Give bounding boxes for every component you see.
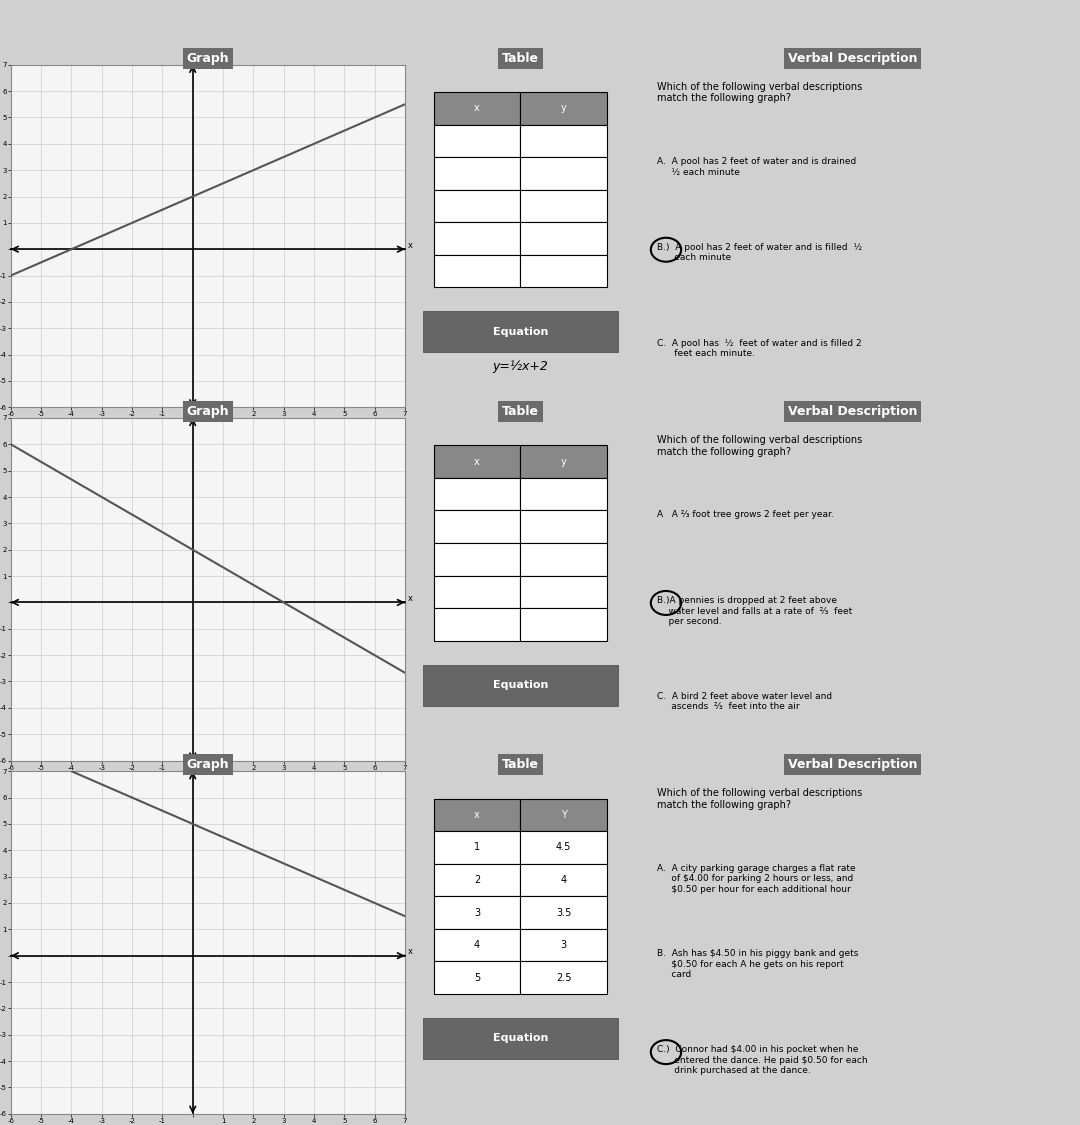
FancyBboxPatch shape [433, 576, 521, 609]
Text: y: y [561, 457, 567, 467]
FancyBboxPatch shape [433, 799, 521, 831]
FancyBboxPatch shape [433, 92, 521, 125]
FancyBboxPatch shape [521, 799, 607, 831]
Text: y: y [194, 54, 200, 63]
FancyBboxPatch shape [521, 478, 607, 511]
FancyBboxPatch shape [433, 511, 521, 543]
Text: x: x [408, 594, 413, 603]
Text: B.  Ash has $4.50 in his piggy bank and gets
     $0.50 for each A he gets on hi: B. Ash has $4.50 in his piggy bank and g… [658, 950, 859, 979]
Text: C.)  Connor had $4.00 in his pocket when he
      entered the dance. He paid $0.: C.) Connor had $4.00 in his pocket when … [658, 1045, 868, 1076]
FancyBboxPatch shape [422, 312, 618, 352]
FancyBboxPatch shape [521, 255, 607, 287]
FancyBboxPatch shape [433, 255, 521, 287]
FancyBboxPatch shape [521, 158, 607, 190]
Text: 4.5: 4.5 [556, 843, 571, 853]
FancyBboxPatch shape [433, 543, 521, 576]
FancyBboxPatch shape [521, 125, 607, 158]
Text: 5: 5 [474, 973, 481, 982]
Text: x: x [408, 241, 413, 250]
Text: 3: 3 [474, 908, 480, 918]
Text: 2: 2 [474, 875, 481, 885]
Text: B.)A pennies is dropped at 2 feet above
    water level and falls at a rate of  : B.)A pennies is dropped at 2 feet above … [658, 596, 852, 626]
FancyBboxPatch shape [433, 609, 521, 640]
FancyBboxPatch shape [521, 929, 607, 962]
FancyBboxPatch shape [521, 223, 607, 255]
Text: Equation: Equation [492, 327, 548, 338]
FancyBboxPatch shape [521, 962, 607, 993]
Title: Table: Table [502, 405, 539, 418]
FancyBboxPatch shape [433, 190, 521, 223]
Text: A   A ⅔ foot tree grows 2 feet per year.: A A ⅔ foot tree grows 2 feet per year. [658, 511, 834, 520]
Text: y: y [194, 407, 200, 416]
FancyBboxPatch shape [521, 864, 607, 897]
Text: 1: 1 [474, 843, 480, 853]
Text: Equation: Equation [492, 681, 548, 690]
Text: 4: 4 [474, 940, 480, 950]
Title: Table: Table [502, 758, 539, 772]
Title: Verbal Description: Verbal Description [787, 405, 917, 418]
Text: A.  A city parking garage charges a flat rate
     of $4.00 for parking 2 hours : A. A city parking garage charges a flat … [658, 864, 856, 893]
FancyBboxPatch shape [433, 125, 521, 158]
Title: Table: Table [502, 52, 539, 65]
Text: x: x [474, 457, 480, 467]
Title: Graph: Graph [187, 405, 229, 418]
Text: y: y [194, 760, 200, 770]
FancyBboxPatch shape [422, 665, 618, 705]
FancyBboxPatch shape [433, 831, 521, 864]
Text: 2.5: 2.5 [556, 973, 571, 982]
FancyBboxPatch shape [433, 446, 521, 478]
FancyBboxPatch shape [433, 864, 521, 897]
Text: A.  A pool has 2 feet of water and is drained
     ½ each minute: A. A pool has 2 feet of water and is dra… [658, 158, 856, 177]
FancyBboxPatch shape [521, 897, 607, 929]
Text: x: x [408, 947, 413, 956]
FancyBboxPatch shape [521, 831, 607, 864]
Text: y: y [561, 104, 567, 114]
Text: 3: 3 [561, 940, 567, 950]
Title: Verbal Description: Verbal Description [787, 52, 917, 65]
Text: 3.5: 3.5 [556, 908, 571, 918]
FancyBboxPatch shape [433, 962, 521, 993]
Text: C.  A pool has  ½  feet of water and is filled 2
      feet each minute.: C. A pool has ½ feet of water and is fil… [658, 339, 862, 358]
Text: Which of the following verbal descriptions
match the following graph?: Which of the following verbal descriptio… [658, 789, 863, 810]
Text: C.  A bird 2 feet above water level and
     ascends  ⅔  feet into the air: C. A bird 2 feet above water level and a… [658, 692, 833, 711]
Text: Which of the following verbal descriptions
match the following graph?: Which of the following verbal descriptio… [658, 435, 863, 457]
FancyBboxPatch shape [422, 1018, 618, 1059]
FancyBboxPatch shape [521, 446, 607, 478]
FancyBboxPatch shape [433, 158, 521, 190]
Title: Graph: Graph [187, 758, 229, 772]
Text: Equation: Equation [492, 1034, 548, 1043]
Title: Verbal Description: Verbal Description [787, 758, 917, 772]
FancyBboxPatch shape [521, 511, 607, 543]
FancyBboxPatch shape [521, 92, 607, 125]
Text: Y: Y [561, 810, 567, 820]
FancyBboxPatch shape [521, 543, 607, 576]
Text: B.)  A pool has 2 feet of water and is filled  ½
      each minute: B.) A pool has 2 feet of water and is fi… [658, 243, 863, 262]
Text: Which of the following verbal descriptions
match the following graph?: Which of the following verbal descriptio… [658, 82, 863, 104]
FancyBboxPatch shape [521, 190, 607, 223]
Text: y=½x+2: y=½x+2 [492, 360, 549, 372]
FancyBboxPatch shape [521, 576, 607, 609]
Text: x: x [474, 810, 480, 820]
FancyBboxPatch shape [433, 478, 521, 511]
Text: 4: 4 [561, 875, 567, 885]
FancyBboxPatch shape [433, 929, 521, 962]
FancyBboxPatch shape [521, 609, 607, 640]
FancyBboxPatch shape [433, 897, 521, 929]
Text: x: x [474, 104, 480, 114]
Title: Graph: Graph [187, 52, 229, 65]
FancyBboxPatch shape [433, 223, 521, 255]
